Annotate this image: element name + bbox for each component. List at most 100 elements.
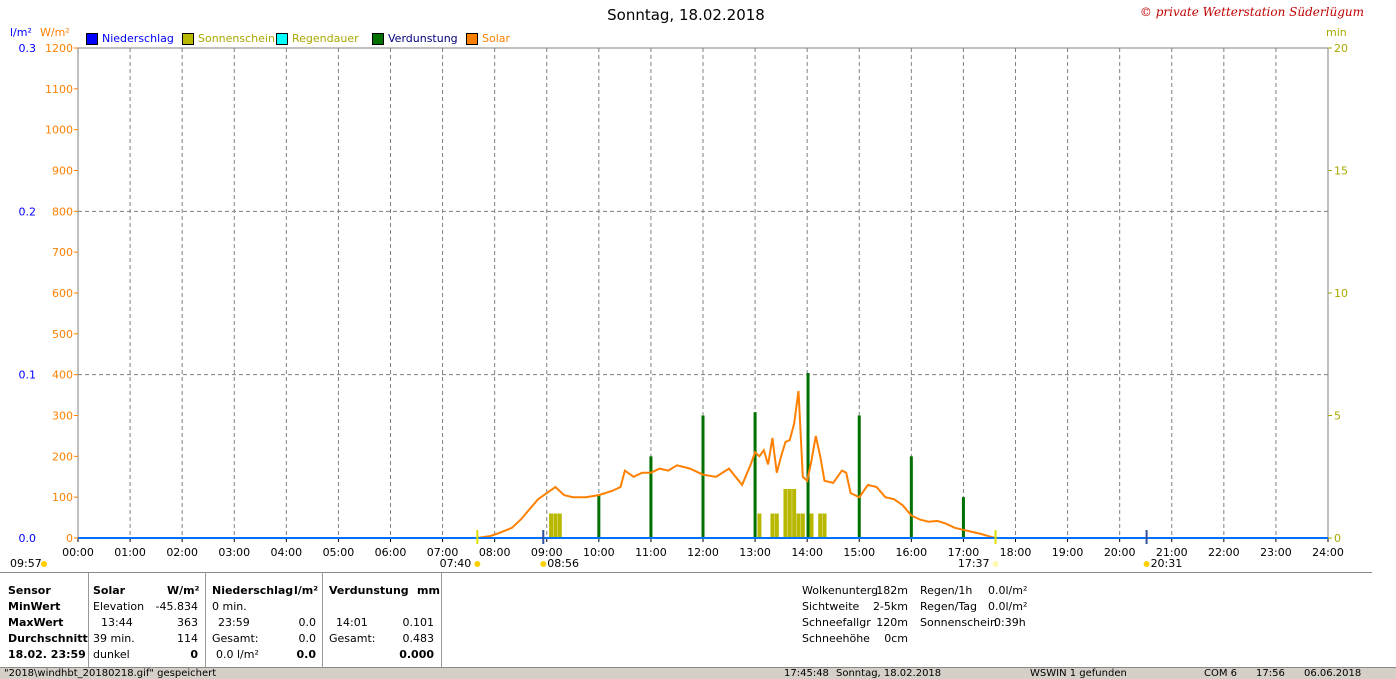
legend-swatch bbox=[86, 32, 98, 45]
misc-value: 182m bbox=[876, 584, 908, 597]
legend-niederschlag: Niederschlag bbox=[86, 32, 174, 45]
x-tick-label: 04:00 bbox=[270, 546, 302, 559]
precip-total-label: Gesamt: bbox=[212, 632, 259, 645]
solar-tick-label: 800 bbox=[52, 205, 73, 218]
info-panel: Sensor MinWert MaxWert Durchschnitt 18.0… bbox=[0, 572, 1372, 667]
legend-label: Sonnenschein bbox=[198, 32, 275, 45]
legend-label: Solar bbox=[482, 32, 511, 45]
solar-tick-label: 1200 bbox=[45, 42, 73, 55]
sunshine-bar bbox=[809, 513, 814, 538]
time-marker-label: 09:57 bbox=[10, 557, 42, 570]
solar-avg-label: 39 min. bbox=[93, 632, 135, 645]
legend-swatch bbox=[372, 32, 384, 45]
legend-label: Niederschlag bbox=[102, 32, 174, 45]
column-divider bbox=[205, 573, 206, 667]
sun-tick-label: 0 bbox=[1334, 532, 1341, 545]
sunshine-bar bbox=[822, 513, 827, 538]
precip-header: Niederschlag bbox=[212, 584, 294, 597]
x-tick-label: 13:00 bbox=[739, 546, 771, 559]
sun-tick-label: 20 bbox=[1334, 42, 1348, 55]
solar-tick-label: 700 bbox=[52, 246, 73, 259]
solar-tick-label: 500 bbox=[52, 328, 73, 341]
evap-max-value: 0.101 bbox=[402, 616, 435, 629]
time-marker-label: 17:37 bbox=[958, 557, 990, 570]
solar-tick-label: 1100 bbox=[45, 83, 73, 96]
status-time: 17:45:48 bbox=[784, 668, 829, 679]
x-tick-label: 01:00 bbox=[114, 546, 146, 559]
evaporation-bar bbox=[961, 497, 965, 538]
legend-regendauer: Regendauer bbox=[276, 32, 359, 45]
sunshine-bar bbox=[783, 489, 788, 538]
solar-tick-label: 100 bbox=[52, 491, 73, 504]
misc-value: 0:39h bbox=[994, 616, 1026, 629]
sunshine-bar bbox=[757, 513, 762, 538]
sensor-header: Sensor bbox=[8, 584, 51, 597]
sunshine-bar bbox=[800, 513, 805, 538]
misc-label: Wolkenunterg bbox=[802, 584, 879, 597]
x-tick-label: 18:00 bbox=[1000, 546, 1032, 559]
solar-tick-label: 0 bbox=[66, 532, 73, 545]
x-tick-label: 00:00 bbox=[62, 546, 94, 559]
x-tick-label: 17:00 bbox=[948, 546, 980, 559]
x-tick-label: 23:00 bbox=[1260, 546, 1292, 559]
evaporation-bar bbox=[753, 412, 757, 538]
legend-verdunstung: Verdunstung bbox=[372, 32, 458, 45]
solar-unit-label: W/m² bbox=[40, 26, 70, 39]
column-divider bbox=[441, 573, 442, 667]
misc-label: Schneefallgr bbox=[802, 616, 871, 629]
solar-tick-label: 200 bbox=[52, 450, 73, 463]
x-tick-label: 08:00 bbox=[479, 546, 511, 559]
weather-chart: 00:00 01:00 02:00 03:00 04:00 05:00 06:00 07:00… bbox=[10, 42, 1348, 570]
time-marker-dot bbox=[1143, 561, 1150, 567]
precip-unit: l/m² bbox=[294, 584, 319, 597]
evaporation-bar bbox=[597, 495, 601, 538]
solar-line bbox=[477, 390, 996, 539]
solar-tick-label: 1000 bbox=[45, 124, 73, 137]
misc-left-column: Wolkenunterg 182m Sichtweite 2-5km Schne… bbox=[800, 573, 912, 667]
time-marker-label: 20:31 bbox=[1151, 557, 1183, 570]
solar-unit: W/m² bbox=[167, 584, 200, 597]
x-tick-label: 15:00 bbox=[843, 546, 875, 559]
column-divider bbox=[322, 573, 323, 667]
x-tick-label: 09:00 bbox=[531, 546, 563, 559]
precip-total-value: 0.0 bbox=[298, 632, 317, 645]
row-label-min: MinWert bbox=[8, 600, 61, 613]
evap-column: Verdunstung mm 14:01 0.101 Gesamt: 0.483… bbox=[323, 573, 441, 667]
column-divider bbox=[88, 573, 89, 667]
time-marker-dot bbox=[474, 561, 481, 567]
evap-header: Verdunstung bbox=[329, 584, 409, 597]
sun-tick-label: 5 bbox=[1334, 410, 1341, 423]
chart-title: Sonntag, 18.02.2018 bbox=[607, 6, 765, 24]
x-tick-label: 19:00 bbox=[1052, 546, 1084, 559]
solar-column: Solar W/m² Elevation -45.834 13:44 363 3… bbox=[89, 573, 205, 667]
misc-label: Regen/1h bbox=[920, 584, 973, 597]
misc-value: 0cm bbox=[884, 632, 908, 645]
copyright-label: © private Wetterstation Süderlügum bbox=[1139, 5, 1364, 19]
legend-solar: Solar bbox=[466, 32, 510, 45]
sunshine-bar bbox=[553, 513, 558, 538]
evaporation-bar bbox=[857, 415, 861, 538]
row-label-datetime: 18.02. 23:59 bbox=[8, 648, 86, 661]
status-date: Sonntag, 18.02.2018 bbox=[836, 668, 942, 679]
solar-min-label: Elevation bbox=[93, 600, 145, 613]
precip-tick-label: 0.1 bbox=[19, 369, 37, 382]
evaporation-bar bbox=[806, 373, 810, 538]
misc-label: Regen/Tag bbox=[920, 600, 977, 613]
status-clock: 17:56 bbox=[1256, 668, 1285, 679]
x-tick-label: 05:00 bbox=[323, 546, 355, 559]
x-tick-label: 21:00 bbox=[1156, 546, 1188, 559]
x-tick-label: 06:00 bbox=[375, 546, 407, 559]
status-file: "2018\windhbt_20180218.gif" gespeichert bbox=[4, 668, 217, 679]
sunshine-bar bbox=[557, 513, 562, 538]
legend-label: Verdunstung bbox=[388, 32, 458, 45]
status-bar: "2018\windhbt_20180218.gif" gespeichert … bbox=[0, 667, 1396, 679]
status-port: COM 6 bbox=[1204, 668, 1238, 679]
evap-total-label: Gesamt: bbox=[329, 632, 376, 645]
misc-label: Schneehöhe bbox=[802, 632, 870, 645]
misc-right-column: Regen/1h 0.0l/m² Regen/Tag 0.0l/m² Sonne… bbox=[918, 573, 1030, 667]
solar-tick-label: 900 bbox=[52, 165, 73, 178]
evap-unit: mm bbox=[417, 584, 440, 597]
solar-max-value: 363 bbox=[177, 616, 198, 629]
sunshine-bar bbox=[792, 489, 797, 538]
evap-max-time: 14:01 bbox=[336, 616, 368, 629]
